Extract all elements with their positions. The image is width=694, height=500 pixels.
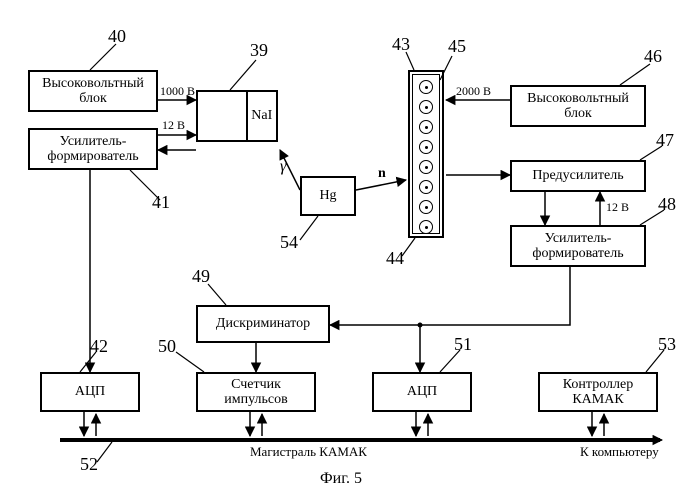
lbl-12va: 12 В — [162, 118, 185, 133]
num-45: 45 — [448, 36, 466, 57]
num-43: 43 — [392, 34, 410, 55]
camac-bus — [60, 438, 660, 442]
nai-right-text: NaI — [251, 108, 272, 123]
hg-block: Hg — [300, 176, 356, 216]
lbl-gamma: γ — [280, 158, 286, 176]
adc1-text: АЦП — [75, 384, 105, 399]
hv1-block: Высоковольтныйблок — [28, 70, 158, 112]
num-51: 51 — [454, 334, 472, 355]
preamp-text: Предусилитель — [532, 168, 623, 183]
bus-out: К компьютеру — [580, 444, 659, 460]
amp2-block: Усилитель-формирователь — [510, 225, 646, 267]
lbl-12vb: 12 В — [606, 200, 629, 215]
amp2-text: Усилитель-формирователь — [532, 231, 623, 262]
ctrl-block: КонтроллерКАМАК — [538, 372, 658, 412]
lbl-2000v: 2000 В — [456, 84, 491, 99]
num-46: 46 — [644, 46, 662, 67]
adc1-block: АЦП — [40, 372, 140, 412]
hv2-block: Высоковольтныйблок — [510, 85, 646, 127]
adc2-block: АЦП — [372, 372, 472, 412]
num-50: 50 — [158, 336, 176, 357]
amp1-block: Усилитель-формирователь — [28, 128, 158, 170]
ctrl-text: КонтроллерКАМАК — [563, 377, 633, 408]
num-53: 53 — [658, 334, 676, 355]
preamp-block: Предусилитель — [510, 160, 646, 192]
num-42: 42 — [90, 336, 108, 357]
lbl-n: n — [378, 166, 386, 182]
hv1-text: Высоковольтныйблок — [42, 76, 144, 107]
num-40: 40 — [108, 26, 126, 47]
figure-caption: Фиг. 5 — [320, 470, 362, 488]
bus-label: Магистраль КАМАК — [250, 444, 367, 460]
num-49: 49 — [192, 266, 210, 287]
counter-text: Счетчикимпульсов — [224, 377, 287, 408]
amp1-text: Усилитель-формирователь — [47, 134, 138, 165]
num-54: 54 — [280, 232, 298, 253]
num-48: 48 — [658, 194, 676, 215]
nai-left — [198, 92, 248, 140]
num-41: 41 — [152, 192, 170, 213]
num-47: 47 — [656, 130, 674, 151]
num-52: 52 — [80, 454, 98, 475]
hg-text: Hg — [319, 188, 336, 203]
nai-right: NaI — [248, 92, 277, 140]
lbl-1000v: 1000 В — [160, 84, 195, 99]
hv2-text: Высоковольтныйблок — [527, 91, 629, 122]
disc-text: Дискриминатор — [216, 316, 310, 331]
detector-tubes — [411, 74, 441, 234]
counter-block: Счетчикимпульсов — [196, 372, 316, 412]
num-44: 44 — [386, 248, 404, 269]
nai-block: NaI — [196, 90, 278, 142]
num-39: 39 — [250, 40, 268, 61]
disc-block: Дискриминатор — [196, 305, 330, 343]
adc2-text: АЦП — [407, 384, 437, 399]
